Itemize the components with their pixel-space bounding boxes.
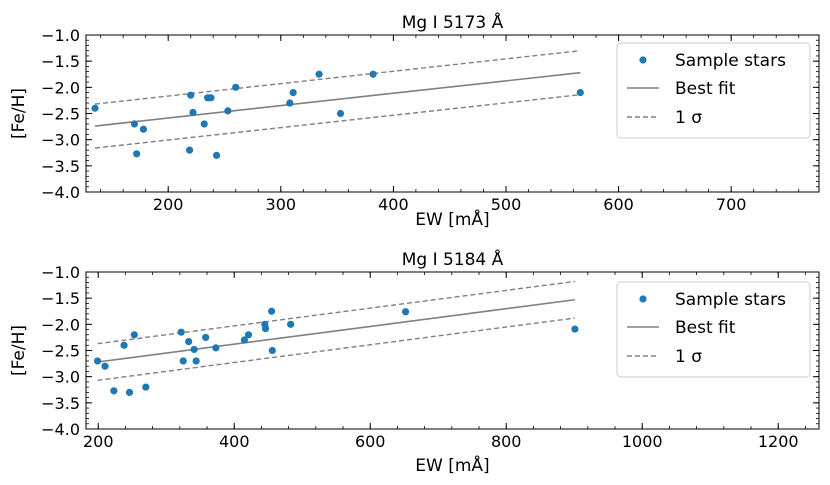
chart-panel-2: Mg I 5184 Å 200 400 600 800 1000 1200 −4.0 −3.5 −… xyxy=(9,248,820,476)
y-tick-label: −1.5 xyxy=(41,52,80,71)
x-tick-label: 700 xyxy=(716,195,747,214)
data-point xyxy=(224,107,232,115)
y-tick-label: −3.5 xyxy=(41,394,80,413)
x-tick-label: 1000 xyxy=(622,432,663,451)
data-point xyxy=(185,338,193,346)
y-tick-label: −2.0 xyxy=(41,315,80,334)
legend-label-sample: Sample stars xyxy=(675,51,786,71)
data-point xyxy=(369,70,377,78)
legend: Sample stars Best fit 1 σ xyxy=(616,281,811,378)
x-axis-label: EW [mÅ] xyxy=(415,454,489,476)
data-point xyxy=(110,387,118,395)
legend-label-sigma: 1 σ xyxy=(675,108,702,128)
data-point xyxy=(185,146,194,154)
data-point xyxy=(192,357,200,365)
data-point xyxy=(130,120,139,128)
x-tick-label: 400 xyxy=(378,195,409,214)
data-point xyxy=(133,150,141,158)
legend-label-fit: Best fit xyxy=(675,318,736,338)
legend-label-sigma: 1 σ xyxy=(675,347,702,367)
y-tick-label: −3.0 xyxy=(41,131,80,150)
y-tick-label: −2.5 xyxy=(41,105,80,124)
best-fit-line xyxy=(94,71,581,127)
data-point xyxy=(125,388,134,396)
sigma-upper-line xyxy=(97,280,575,345)
legend-box xyxy=(616,42,811,139)
sigma-upper-line xyxy=(94,50,581,105)
data-point xyxy=(93,357,102,365)
y-axis-label: [Fe/H] xyxy=(9,325,29,376)
data-point xyxy=(289,88,297,97)
data-point xyxy=(286,99,294,107)
x-axis-label: EW [mÅ] xyxy=(415,208,489,230)
data-point xyxy=(207,94,215,102)
data-point xyxy=(401,308,410,316)
legend-label-fit: Best fit xyxy=(675,79,736,99)
data-point xyxy=(101,362,109,370)
legend-marker-sample xyxy=(639,295,647,303)
x-tick-label: 600 xyxy=(603,195,634,214)
best-fit-line xyxy=(97,298,575,363)
data-point xyxy=(244,331,253,339)
data-point xyxy=(142,383,150,391)
y-axis-label: [Fe/H] xyxy=(9,88,29,139)
data-point xyxy=(139,125,148,133)
x-tick-label: 200 xyxy=(153,195,184,214)
chart-title: Mg I 5184 Å xyxy=(402,248,504,270)
legend-marker-sample xyxy=(639,56,647,64)
chart-panel-1: Mg I 5173 Å 200 300 400 500 600 700 −4.0 −3.5 −3.… xyxy=(9,11,820,230)
legend-label-sample: Sample stars xyxy=(675,290,786,310)
x-tick-label: 200 xyxy=(83,432,114,451)
chart-title: Mg I 5173 Å xyxy=(402,11,504,33)
data-point xyxy=(315,70,323,78)
data-point xyxy=(268,307,276,315)
y-tick-label: −4.0 xyxy=(41,183,80,202)
y-tick-label: −1.0 xyxy=(41,26,80,45)
y-tick-label: −1.5 xyxy=(41,289,80,308)
data-point xyxy=(240,336,249,344)
data-point xyxy=(200,120,208,128)
data-point xyxy=(177,328,185,336)
data-point xyxy=(190,345,198,354)
legend-box xyxy=(616,281,811,378)
data-point xyxy=(187,91,195,99)
data-point xyxy=(287,320,295,328)
data-point xyxy=(212,344,220,352)
data-point xyxy=(120,341,128,349)
data-point xyxy=(189,108,197,117)
data-point xyxy=(571,325,579,333)
x-tick-label: 300 xyxy=(266,195,297,214)
data-point xyxy=(261,324,270,333)
y-tick-label: −2.5 xyxy=(41,342,80,361)
data-point xyxy=(268,346,276,355)
x-tick-label: 500 xyxy=(491,195,522,214)
x-tick-label: 800 xyxy=(491,432,522,451)
data-point xyxy=(213,151,221,159)
y-tick-label: −3.0 xyxy=(41,368,80,387)
y-tick-label: −2.0 xyxy=(41,78,80,97)
x-tick-label: 600 xyxy=(355,432,386,451)
sigma-lower-line xyxy=(97,317,575,382)
data-point xyxy=(179,357,187,365)
data-point xyxy=(202,333,210,342)
y-tick-label: −4.0 xyxy=(41,420,80,439)
y-tick-label: −3.5 xyxy=(41,157,80,176)
data-point xyxy=(91,104,99,112)
y-tick-label: −1.0 xyxy=(41,263,80,282)
sigma-lower-line xyxy=(94,93,581,149)
data-point xyxy=(336,109,345,118)
data-point xyxy=(130,331,138,339)
legend: Sample stars Best fit 1 σ xyxy=(616,42,811,139)
x-tick-label: 1200 xyxy=(758,432,799,451)
x-tick-label: 400 xyxy=(219,432,250,451)
data-point xyxy=(576,88,584,97)
data-point xyxy=(232,83,240,91)
